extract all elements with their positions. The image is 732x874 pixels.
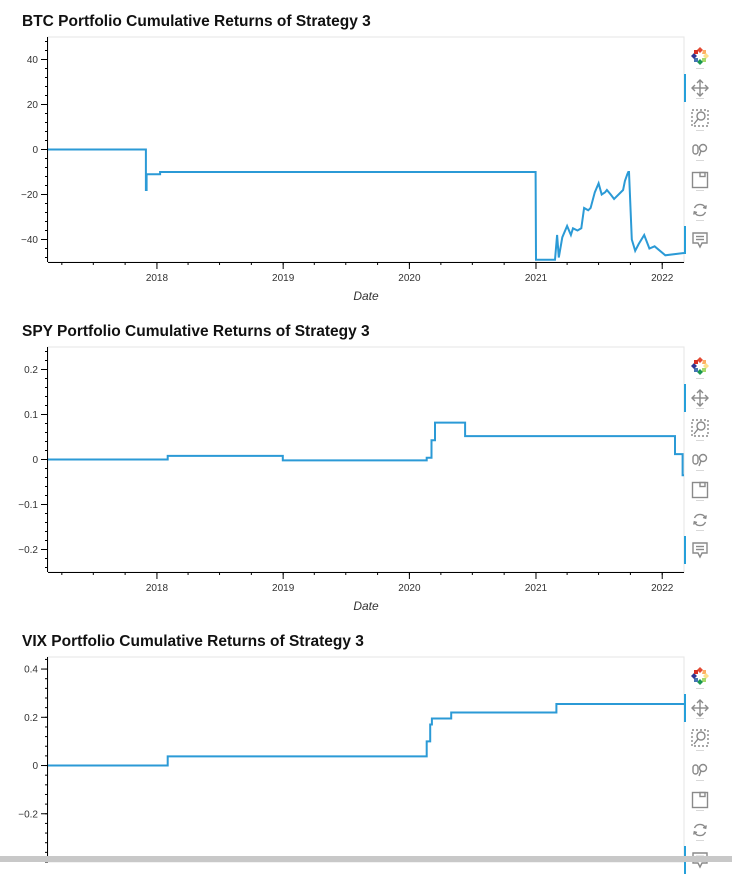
hover-icon[interactable] [688,228,712,252]
chart-toolbar [684,346,716,576]
x-tick-label: 2021 [525,273,548,284]
toolbar-separator [696,68,704,69]
chart-title: SPY Portfolio Cumulative Returns of Stra… [22,323,370,340]
y-tick-label: −40 [21,235,38,246]
pan-icon[interactable] [688,696,712,720]
x-tick-label: 2019 [272,273,295,284]
toolbar-separator [696,220,704,221]
x-tick-label: 2021 [525,583,548,594]
active-tool-indicator [684,384,686,412]
x-tick-label: 2018 [146,583,169,594]
btc-returns-chart[interactable]: 40 20 0 −20 −40 2018 2019 2020 2021 2022 Date [0,0,732,310]
box-zoom-icon[interactable] [688,726,712,750]
y-tick-label: 0.1 [24,410,38,421]
x-tick-label: 2022 [651,273,674,284]
spy-chart-panel: SPY Portfolio Cumulative Returns of Stra… [0,310,732,620]
wheel-zoom-icon[interactable] [688,138,712,162]
save-icon[interactable] [688,478,712,502]
btc-chart-panel: BTC Portfolio Cumulative Returns of Stra… [0,0,732,310]
plot-frame [47,656,685,863]
y-tick-label: 0 [32,761,38,772]
toolbar-separator [696,440,704,441]
chart-title: VIX Portfolio Cumulative Returns of Stra… [22,633,364,650]
y-tick-label: 40 [27,55,39,66]
x-tick-label: 2019 [272,583,295,594]
hover-icon[interactable] [688,538,712,562]
toolbar-separator [696,530,704,531]
series-line[interactable] [48,703,684,767]
y-tick-label: −0.2 [18,809,38,820]
toolbar-separator [696,810,704,811]
x-tick-label: 2020 [398,273,421,284]
pan-icon[interactable] [688,386,712,410]
x-tick-label: 2022 [651,583,674,594]
box-zoom-icon[interactable] [688,106,712,130]
bokeh-logo-icon[interactable] [688,664,712,688]
toolbar-separator [696,98,704,99]
pan-icon[interactable] [688,76,712,100]
active-tool-indicator [684,226,686,254]
x-tick-label: 2020 [398,583,421,594]
toolbar-separator [696,470,704,471]
save-icon[interactable] [688,168,712,192]
horizontal-scrollbar[interactable] [0,856,732,862]
toolbar-separator [696,750,704,751]
y-tick-label: −0.2 [18,545,38,556]
save-icon[interactable] [688,788,712,812]
y-tick-label: 0.4 [24,665,38,676]
y-tick-label: 0.2 [24,713,38,724]
x-tick-label: 2018 [146,273,169,284]
y-tick-label: −0.1 [18,500,38,511]
toolbar-separator [696,130,704,131]
x-axis-label: Date [353,289,379,303]
wheel-zoom-icon[interactable] [688,758,712,782]
toolbar-separator [696,160,704,161]
reset-icon[interactable] [688,508,712,532]
active-tool-indicator [684,74,686,102]
toolbar-separator [696,840,704,841]
reset-icon[interactable] [688,198,712,222]
y-tick-label: 20 [27,100,39,111]
toolbar-separator [696,718,704,719]
toolbar-separator [696,190,704,191]
toolbar-separator [696,500,704,501]
wheel-zoom-icon[interactable] [688,448,712,472]
bokeh-logo-icon[interactable] [688,354,712,378]
box-zoom-icon[interactable] [688,416,712,440]
active-tool-indicator [684,536,686,564]
y-tick-label: 0 [32,455,38,466]
spy-returns-chart[interactable]: 0.2 0.1 0 −0.1 −0.2 2018 2019 2020 2021 2022 Date [0,310,732,620]
vix-returns-chart[interactable]: 0.4 0.2 0 −0.2 [0,620,732,863]
reset-icon[interactable] [688,818,712,842]
chart-title: BTC Portfolio Cumulative Returns of Stra… [22,13,371,30]
series-line[interactable] [48,148,684,261]
toolbar-separator [696,688,704,689]
vix-chart-panel: VIX Portfolio Cumulative Returns of Stra… [0,620,732,874]
toolbar-separator [696,780,704,781]
active-tool-indicator [684,694,686,722]
toolbar-separator [696,408,704,409]
bokeh-logo-icon[interactable] [688,44,712,68]
x-axis-label: Date [353,599,379,613]
toolbar-separator [696,378,704,379]
chart-toolbar [684,36,716,266]
chart-toolbar [684,656,716,874]
y-tick-label: 0 [32,145,38,156]
series-line[interactable] [48,421,684,477]
y-tick-label: −20 [21,190,38,201]
y-tick-label: 0.2 [24,365,38,376]
